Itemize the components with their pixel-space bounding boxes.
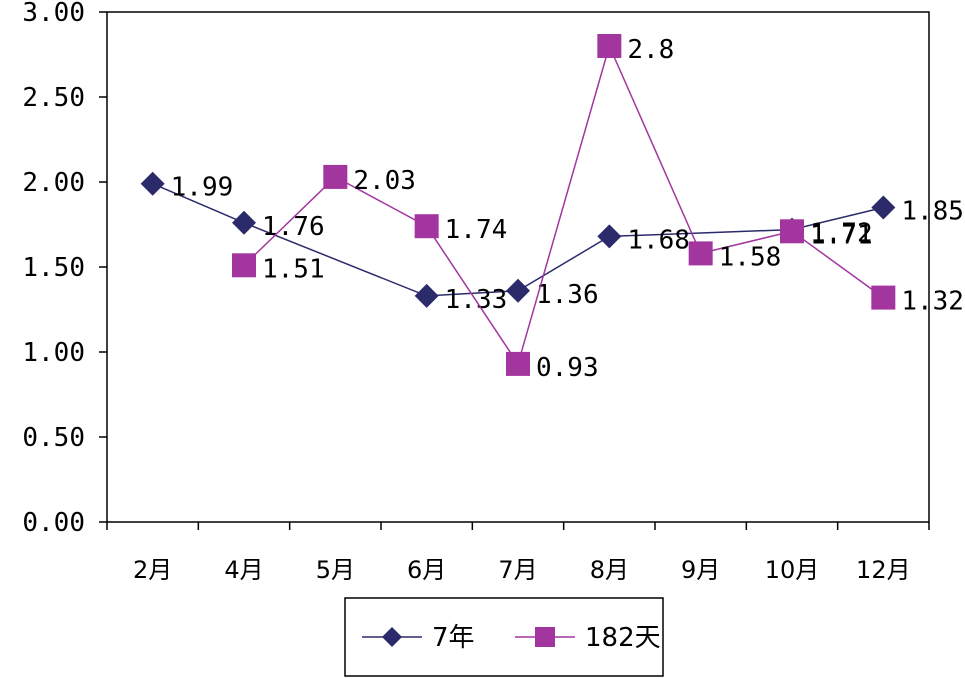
legend-label: 182天	[585, 623, 661, 653]
y-tick-label: 1.00	[22, 338, 85, 368]
data-point	[597, 224, 622, 249]
series-layer: 1.991.761.33 1.361.68 1.721.851.512.031.74…	[140, 34, 964, 383]
data-point	[871, 285, 896, 310]
x-tick-label: 6月	[407, 556, 446, 584]
series-2: 1.51 2.03 1.74 0.93 2.8 1.58 1.71 1.32	[232, 34, 964, 383]
x-tick-label: 4月	[224, 556, 263, 584]
series-line	[243, 43, 884, 366]
data-label: 1.36	[536, 280, 599, 310]
x-tick-label: 7月	[498, 556, 537, 584]
data-label: 1.85	[901, 197, 964, 227]
y-axis: 0.00 0.50 1.00 1.50 2.00 2.50 3.00	[22, 0, 107, 538]
x-tick-label: 12月	[856, 556, 911, 584]
plot-area	[106, 11, 930, 523]
data-point	[780, 219, 804, 244]
data-point	[506, 278, 530, 303]
legend: 7年 182天	[344, 597, 664, 677]
y-tick-label: 2.50	[22, 83, 85, 113]
legend-item: 182天	[515, 623, 661, 653]
data-label: 1.76	[262, 212, 325, 242]
data-point	[414, 214, 439, 239]
data-label: 1.72	[810, 219, 873, 249]
x-tick-label: 9月	[681, 556, 720, 584]
x-tick-label: 10月	[765, 556, 820, 584]
data-point	[323, 164, 348, 189]
y-tick-label: 1.50	[22, 253, 85, 283]
data-point	[688, 241, 713, 266]
data-label: 1.74	[445, 215, 508, 245]
data-point	[232, 210, 256, 235]
data-label: 2.8	[627, 35, 674, 65]
data-point	[414, 283, 439, 308]
legend-marker-square	[535, 627, 555, 647]
legend-marker-diamond	[382, 627, 402, 647]
data-label: 1.51	[262, 254, 325, 284]
data-label: 1.32	[901, 287, 964, 317]
y-tick-label: 0.00	[22, 508, 85, 538]
data-label: 2.03	[353, 166, 416, 196]
data-point	[232, 253, 256, 278]
x-tick-label: 2月	[133, 556, 172, 584]
x-tick-label: 8月	[590, 556, 629, 584]
y-tick-label: 2.00	[22, 168, 85, 198]
data-label: 1.71	[810, 220, 873, 250]
data-label: 0.93	[536, 353, 599, 383]
data-label: 1.58	[719, 242, 782, 272]
data-point	[506, 351, 530, 376]
x-tick-label: 5月	[316, 556, 355, 584]
y-tick-label: 0.50	[22, 423, 85, 453]
legend-item: 7年	[362, 623, 475, 653]
data-label: 1.68	[627, 225, 690, 255]
data-label: 1.99	[171, 173, 234, 203]
data-point	[597, 34, 622, 58]
data-point	[871, 195, 896, 220]
data-point	[140, 171, 165, 196]
legend-label: 7年	[432, 623, 475, 653]
x-axis: 2月 4月 5月 6月 7月 8月 9月 10月 12月	[106, 522, 930, 584]
y-tick-label: 3.00	[22, 0, 85, 28]
